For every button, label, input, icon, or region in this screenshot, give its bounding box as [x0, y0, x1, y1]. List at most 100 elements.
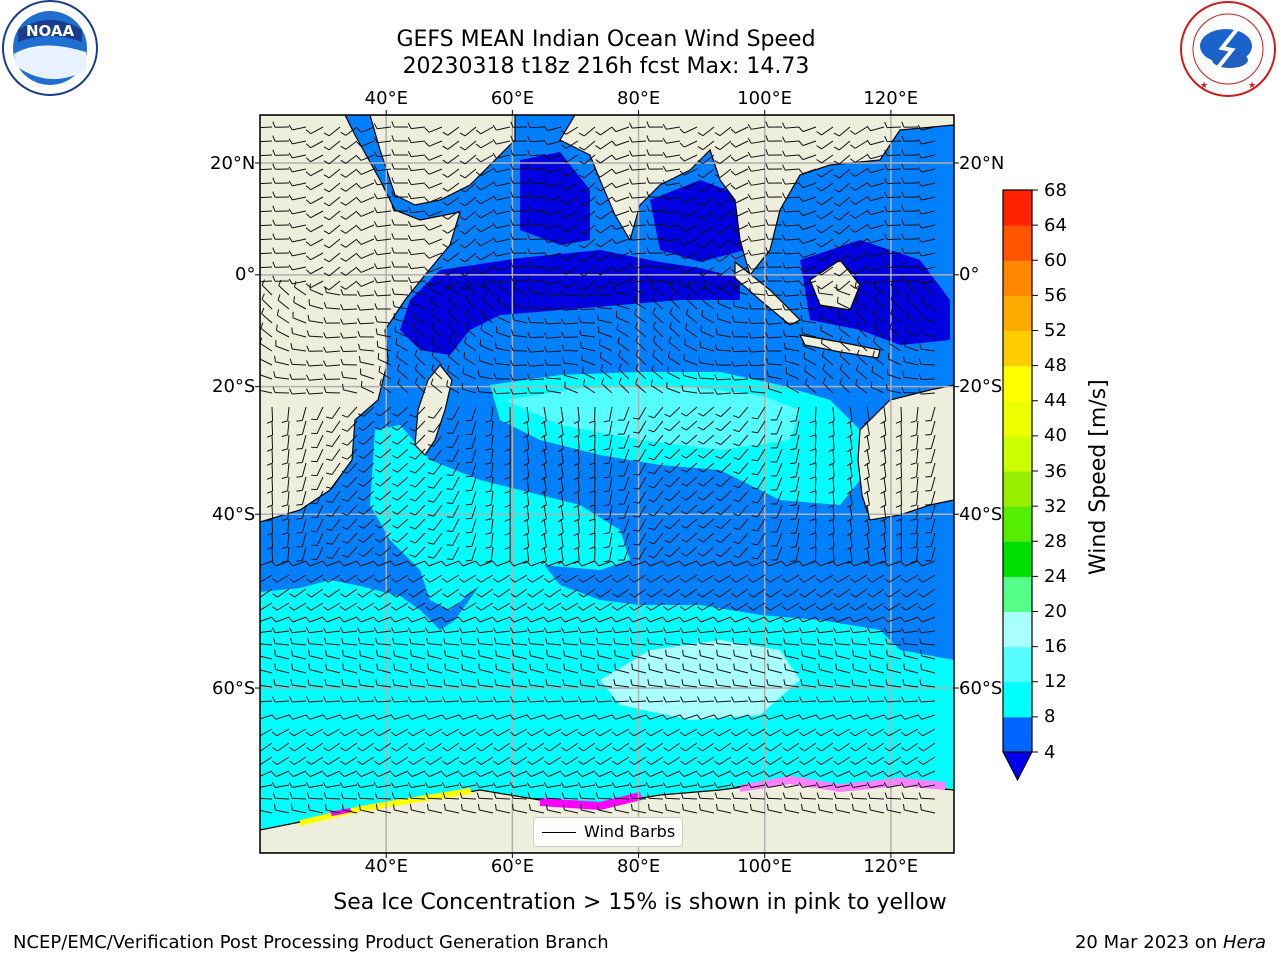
wind-barb [838, 224, 851, 235]
wind-barb [703, 448, 715, 459]
wind-barb [546, 377, 562, 380]
wind-barb [930, 546, 936, 561]
wind-barb-flag [664, 804, 667, 811]
wind-barb [700, 700, 715, 703]
wind-barb [379, 406, 392, 417]
wind-barb-flag [409, 554, 416, 558]
wind-barb-flag [271, 782, 276, 788]
wind-barb [683, 643, 698, 646]
wind-barb-flag [374, 792, 378, 799]
wind-barb [560, 448, 564, 463]
wind-barb-flag [730, 606, 737, 611]
wind-barb-flag [272, 275, 276, 282]
wind-barb [600, 369, 613, 380]
wind-barb-flag [588, 420, 595, 424]
wind-barb [930, 448, 936, 463]
wind-barb [582, 728, 596, 737]
wind-barb [496, 224, 511, 229]
wind-barb [411, 700, 426, 703]
wind-barb [471, 462, 477, 477]
wind-barb [363, 434, 375, 445]
colorbar-tick-label: 36 [1044, 460, 1067, 482]
wind-barb-flag [839, 363, 843, 370]
wind-barb-flag [391, 121, 395, 128]
wind-barb-flag [663, 760, 669, 765]
wind-barb [600, 588, 613, 598]
wind-barb [751, 391, 766, 394]
wind-barb-flag [833, 202, 840, 207]
wind-barb [837, 302, 851, 310]
wind-barb [821, 168, 834, 178]
wind-barb-flag [391, 247, 395, 254]
wind-barb-flag [527, 696, 531, 703]
wind-barb-flag [748, 747, 754, 752]
wind-barb [343, 389, 358, 394]
wind-barb [480, 140, 494, 149]
wind-barb-flag [702, 294, 705, 301]
wind-barb-flag [764, 771, 770, 777]
wind-barb-flag [697, 468, 704, 473]
wind-barb [360, 361, 375, 366]
wind-barb-flag [782, 136, 786, 143]
wind-barb-flag [523, 462, 529, 467]
wind-barb [397, 369, 409, 380]
wind-barb [767, 797, 783, 800]
wind-barb [310, 182, 324, 191]
wind-barb [287, 490, 290, 505]
wind-barb [326, 784, 341, 789]
wind-barb-flag [733, 471, 740, 475]
wind-barb-flag [697, 244, 704, 249]
wind-barb [853, 684, 868, 688]
wind-barb-flag [527, 233, 531, 240]
wind-barb [735, 154, 749, 162]
wind-barb [325, 391, 341, 394]
wind-barb [608, 490, 613, 505]
wind-barb-flag [544, 372, 548, 379]
wind-barb [309, 784, 324, 789]
wind-barb-flag [271, 731, 278, 737]
wind-barb [292, 154, 307, 159]
wind-barb [311, 588, 324, 598]
wind-barb [615, 168, 630, 175]
wind-barb [513, 770, 528, 778]
wind-barb-flag [557, 532, 564, 537]
wind-barb-flag [391, 747, 397, 752]
wind-barb [363, 504, 375, 515]
wind-barb-flag [925, 503, 932, 506]
wind-barb-flag [543, 251, 548, 258]
wind-barb [530, 306, 545, 310]
wind-barb [275, 655, 290, 660]
wind-barb-flag [679, 184, 685, 190]
wind-barb-flag [562, 679, 565, 686]
wind-barb [547, 280, 562, 286]
wind-barb-flag [578, 696, 582, 703]
wind-barb-flag [679, 561, 685, 567]
wind-barb [308, 392, 324, 395]
wind-barb-flag [849, 714, 855, 720]
wind-barb-flag [323, 188, 330, 193]
wind-barb [866, 406, 870, 421]
wind-barb-flag [629, 150, 633, 157]
colorbar-tick-label: 60 [1044, 249, 1067, 271]
wind-barb [414, 434, 426, 446]
wind-barb-flag [869, 663, 871, 670]
wind-barb-flag [485, 532, 492, 535]
wind-barb [616, 329, 630, 338]
wind-barb-flag [356, 127, 362, 133]
wind-barb [615, 714, 630, 720]
wind-barb-flag [648, 429, 655, 433]
wind-barb-flag [305, 771, 311, 777]
wind-barb-flag [850, 760, 856, 765]
wind-barb [922, 756, 936, 765]
wind-barb [632, 140, 647, 143]
wind-barb-flag [579, 679, 582, 686]
wind-barb [377, 266, 392, 270]
wind-barb-flag [635, 377, 639, 384]
wind-barb-flag [612, 637, 616, 644]
wind-barb [734, 643, 749, 646]
wind-barb [666, 266, 681, 270]
wind-barb [632, 280, 647, 283]
wind-barb [623, 546, 630, 561]
wind-barb [735, 224, 749, 232]
wind-barb-flag [809, 476, 816, 480]
